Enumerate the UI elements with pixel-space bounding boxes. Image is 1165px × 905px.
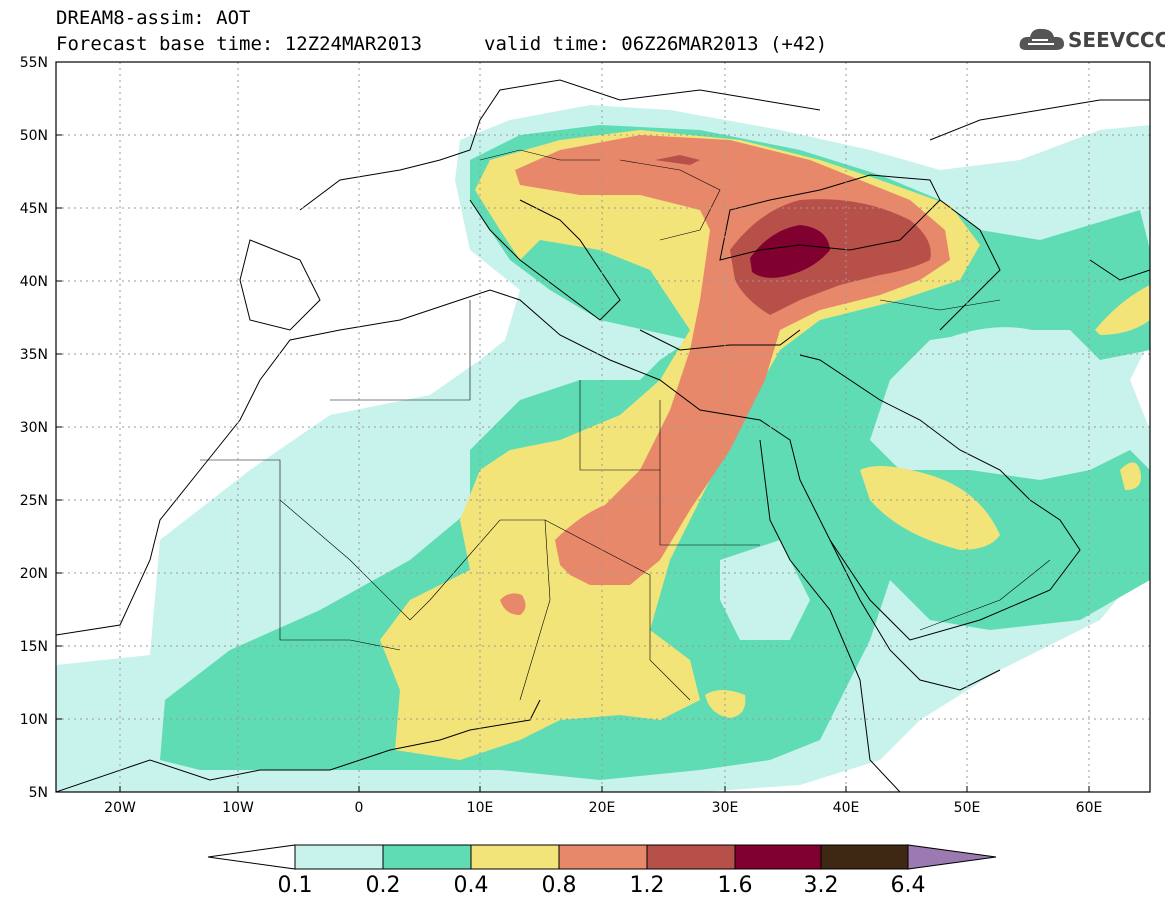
lat-label: 45N bbox=[20, 201, 48, 217]
lat-label: 5N bbox=[29, 785, 48, 801]
aot-band-1.6 bbox=[750, 225, 830, 278]
lat-label: 20N bbox=[20, 566, 48, 582]
title-line-1: DREAM8-assim: AOT bbox=[56, 7, 251, 29]
lon-label: 0 bbox=[355, 800, 364, 816]
aot-field bbox=[56, 105, 1150, 792]
colorbar-label: 3.2 bbox=[804, 873, 839, 898]
colorbar-segment bbox=[734, 844, 822, 870]
lon-label: 50E bbox=[954, 800, 981, 816]
cloud-icon bbox=[1019, 28, 1064, 50]
lon-label: 10E bbox=[467, 800, 494, 816]
colorbar-segment bbox=[294, 844, 384, 870]
title-line-2: Forecast base time: 12Z24MAR2013 bbox=[56, 33, 423, 55]
lon-label: 40E bbox=[833, 800, 860, 816]
colorbar-label: 1.2 bbox=[630, 873, 665, 898]
colorbar: 0.1 0.2 0.4 0.8 1.2 1.6 3.2 6.4 bbox=[207, 844, 997, 898]
colorbar-segment bbox=[558, 844, 648, 870]
colorbar-segment bbox=[820, 844, 909, 870]
colorbar-label: 0.4 bbox=[454, 873, 489, 898]
colorbar-max-triangle bbox=[907, 844, 997, 870]
ticks bbox=[56, 134, 1090, 792]
lat-label: 10N bbox=[20, 712, 48, 728]
lat-label: 40N bbox=[20, 274, 48, 290]
lon-label: 20W bbox=[104, 800, 136, 816]
lat-label: 15N bbox=[20, 639, 48, 655]
seevccc-logo: SEEVCCC bbox=[1018, 24, 1165, 58]
grid bbox=[56, 62, 1150, 792]
aot-band-1.2 bbox=[730, 199, 931, 315]
lat-label: 55N bbox=[20, 55, 48, 71]
lat-label: 25N bbox=[20, 493, 48, 509]
colorbar-label: 6.4 bbox=[891, 873, 926, 898]
colorbar-segment bbox=[470, 844, 560, 870]
borders bbox=[200, 149, 1051, 701]
colorbar-label: 0.2 bbox=[366, 873, 401, 898]
colorbar-segment bbox=[646, 844, 736, 870]
lat-label: 35N bbox=[20, 347, 48, 363]
longitude-labels: 20W 10W 0 10E 20E 30E 40E 50E 60E bbox=[104, 800, 1102, 816]
lon-label: 20E bbox=[589, 800, 616, 816]
colorbar-label: 0.1 bbox=[278, 873, 313, 898]
latitude-labels: 55N 50N 45N 40N 35N 30N 25N 20N 15N 10N … bbox=[20, 55, 48, 801]
logo-text: SEEVCCC bbox=[1068, 28, 1165, 52]
colorbar-segment bbox=[382, 844, 472, 870]
colorbar-min-triangle bbox=[207, 844, 296, 870]
coastlines bbox=[56, 79, 1150, 792]
lon-label: 10W bbox=[222, 800, 254, 816]
lat-label: 30N bbox=[20, 420, 48, 436]
colorbar-label: 1.6 bbox=[718, 873, 753, 898]
title-line-3: valid time: 06Z26MAR2013 (+42) bbox=[484, 33, 828, 55]
colorbar-label: 0.8 bbox=[542, 873, 577, 898]
lon-label: 30E bbox=[712, 800, 739, 816]
lat-label: 50N bbox=[20, 128, 48, 144]
lon-label: 60E bbox=[1076, 800, 1103, 816]
